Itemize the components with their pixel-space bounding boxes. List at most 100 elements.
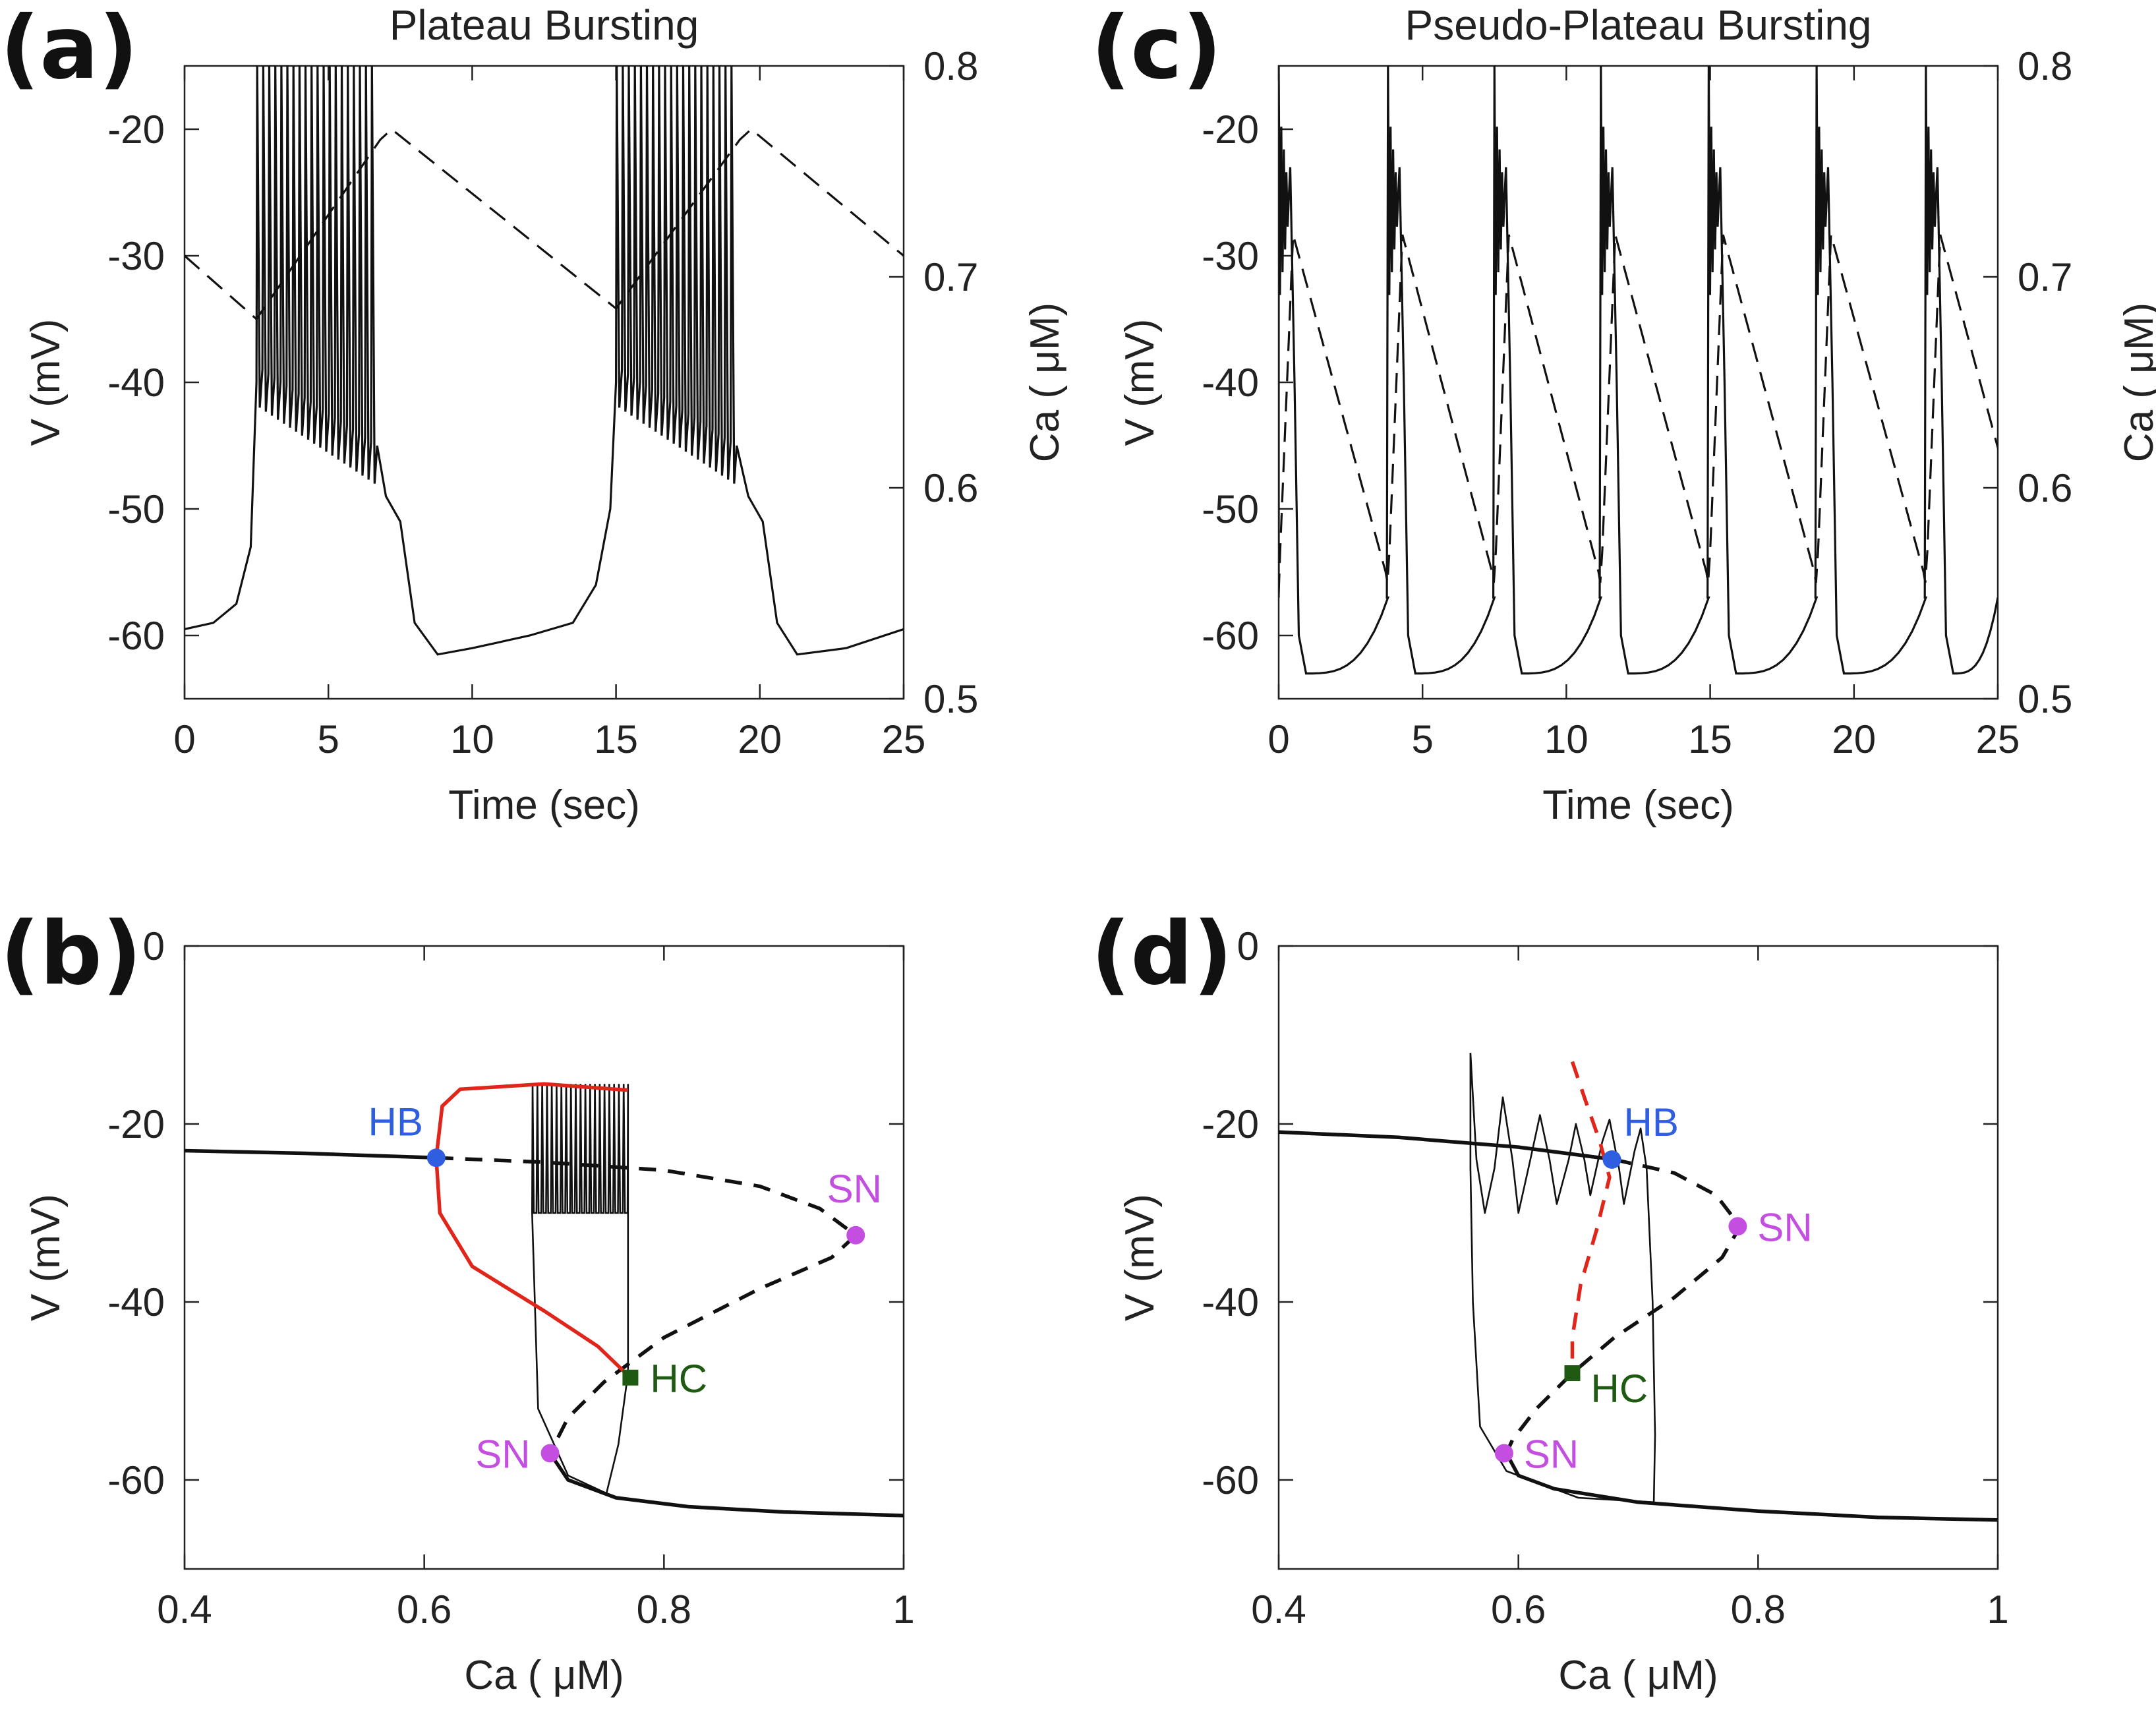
x-tick-label: 0.4 <box>157 1587 212 1632</box>
y-axis-label: V (mV) <box>1117 1194 1163 1321</box>
y2-axis-label: Ca ( μM) <box>2116 303 2156 462</box>
panel-d: 0.4 0.6 0.8 1 -60 -40 -20 0 Ca ( μM) V (mV) (d) HB S… <box>1091 903 2009 1698</box>
y-tick-label: -60 <box>1202 614 1259 658</box>
y-tick-label: -40 <box>107 361 165 405</box>
periodic-branch <box>1570 1061 1612 1373</box>
unstable-branch <box>1504 1158 1743 1454</box>
y2-tick-label: 0.7 <box>923 255 978 299</box>
lower-stable-branch <box>1505 1452 1998 1522</box>
hc-point-marker <box>622 1369 639 1386</box>
panel-c: 0 5 10 15 20 25 -60 -50 -40 -30 -20 0.5 0.6 0.7 0.8 Ca … <box>1091 0 2156 828</box>
sn-point-marker <box>846 1225 865 1245</box>
y-tick-label: -40 <box>1202 1280 1259 1324</box>
x-axis-label: Ca ( μM) <box>464 1653 624 1698</box>
y-axis-label: V (mV) <box>1117 319 1163 446</box>
y-tick-label: -30 <box>107 234 165 278</box>
y-tick-label: -60 <box>107 614 165 658</box>
y-tick-label: -20 <box>107 1102 165 1146</box>
sn-point-label: SN <box>827 1167 882 1211</box>
y-tick-label: 0 <box>1237 924 1259 968</box>
y2-tick-label: 0.8 <box>923 44 978 88</box>
x-tick-label: 0.8 <box>1731 1587 1786 1632</box>
x-tick-label: 25 <box>1976 717 2020 761</box>
y-tick-label: -60 <box>1202 1458 1259 1502</box>
sn-point-label: SN <box>1757 1205 1812 1249</box>
x-tick-label: 25 <box>882 717 926 761</box>
ca-trace <box>1279 234 1998 594</box>
plot-frame <box>1277 945 1999 1570</box>
y2-tick-label: 0.5 <box>923 677 978 721</box>
panel-b: 0.4 0.6 0.8 1 -60 -40 -20 0 Ca ( μM) V (mV) (b) HB S… <box>0 903 915 1698</box>
y-tick-label: -60 <box>107 1458 165 1502</box>
y2-tick-label: 0.8 <box>2018 44 2072 88</box>
hb-point-marker <box>426 1148 446 1167</box>
y-tick-label: -20 <box>1202 1102 1259 1146</box>
panel-title: Pseudo-Plateau Bursting <box>1405 1 1872 49</box>
y-axis-label: V (mV) <box>23 1194 69 1321</box>
unstable-branch <box>436 1156 859 1454</box>
y-tick-label: -50 <box>1202 487 1259 531</box>
sn-point-marker <box>540 1444 560 1463</box>
v-trace <box>185 66 904 656</box>
x-axis-label: Time (sec) <box>448 782 639 828</box>
hb-point-marker <box>1602 1150 1621 1169</box>
upper-stable-branch <box>185 1148 436 1160</box>
x-tick-label: 10 <box>1544 717 1588 761</box>
x-tick-label: 20 <box>738 717 782 761</box>
v-trace <box>1279 66 1998 675</box>
x-tick-label: 15 <box>594 717 638 761</box>
y-tick-label: -40 <box>1202 361 1259 405</box>
y-tick-label: -40 <box>107 1280 165 1324</box>
x-tick-label: 0.8 <box>637 1587 691 1632</box>
hc-point-label: HC <box>1590 1367 1648 1411</box>
panel-title: Plateau Bursting <box>390 1 699 49</box>
x-tick-label: 1 <box>892 1587 914 1632</box>
panel-letter: (c) <box>1091 0 1222 99</box>
plot-frame <box>183 945 905 1570</box>
y2-tick-label: 0.6 <box>2018 466 2072 510</box>
burst-trajectory <box>1469 1052 1656 1504</box>
y2-tick-label: 0.7 <box>2018 255 2072 299</box>
panel-letter: (d) <box>1091 903 1233 1005</box>
hb-point-label: HB <box>368 1100 422 1144</box>
x-tick-label: 0.4 <box>1251 1587 1306 1632</box>
y-tick-label: -30 <box>1202 234 1259 278</box>
hc-point-marker <box>1564 1365 1581 1381</box>
hb-point-label: HB <box>1623 1100 1678 1144</box>
x-tick-label: 15 <box>1688 717 1732 761</box>
y-tick-label: 0 <box>143 924 165 968</box>
panel-letter: (a) <box>0 0 138 99</box>
y-tick-label: -20 <box>1202 107 1259 152</box>
sn-point-marker <box>1728 1217 1747 1236</box>
upper-stable-branch <box>1279 1130 1615 1162</box>
x-tick-label: 1 <box>1987 1587 2008 1632</box>
y2-tick-label: 0.6 <box>923 466 978 510</box>
x-tick-label: 5 <box>1412 717 1434 761</box>
x-axis-label: Ca ( μM) <box>1558 1653 1718 1698</box>
ca-trace <box>185 127 904 321</box>
x-tick-label: 0.6 <box>397 1587 452 1632</box>
sn-point-label: SN <box>1524 1432 1579 1477</box>
hc-point-label: HC <box>650 1357 707 1401</box>
x-tick-label: 0 <box>173 717 195 761</box>
x-tick-label: 10 <box>450 717 494 761</box>
x-axis-label: Time (sec) <box>1542 782 1734 828</box>
sn-point-marker <box>1494 1444 1513 1463</box>
y-tick-label: -20 <box>107 107 165 152</box>
lower-stable-branch <box>548 1452 904 1518</box>
y2-axis-label: Ca ( μM) <box>1022 303 1068 462</box>
sn-point-label: SN <box>475 1432 530 1477</box>
periodic-min-branch <box>434 1158 632 1379</box>
x-tick-label: 5 <box>318 717 339 761</box>
y-axis-label: V (mV) <box>23 319 69 446</box>
panel-a: 0 5 10 15 20 25 -60 -50 -40 -30 -20 0.5 0.6 0.7 0.8 Ca … <box>0 0 1068 828</box>
x-tick-label: 0.6 <box>1491 1587 1546 1632</box>
x-tick-label: 20 <box>1832 717 1876 761</box>
y-tick-label: -50 <box>107 487 165 531</box>
x-tick-label: 0 <box>1267 717 1289 761</box>
burst-trajectory <box>531 1084 629 1495</box>
panel-letter: (b) <box>0 903 142 1005</box>
periodic-max-branch <box>434 1082 629 1158</box>
y2-tick-label: 0.5 <box>2018 677 2072 721</box>
